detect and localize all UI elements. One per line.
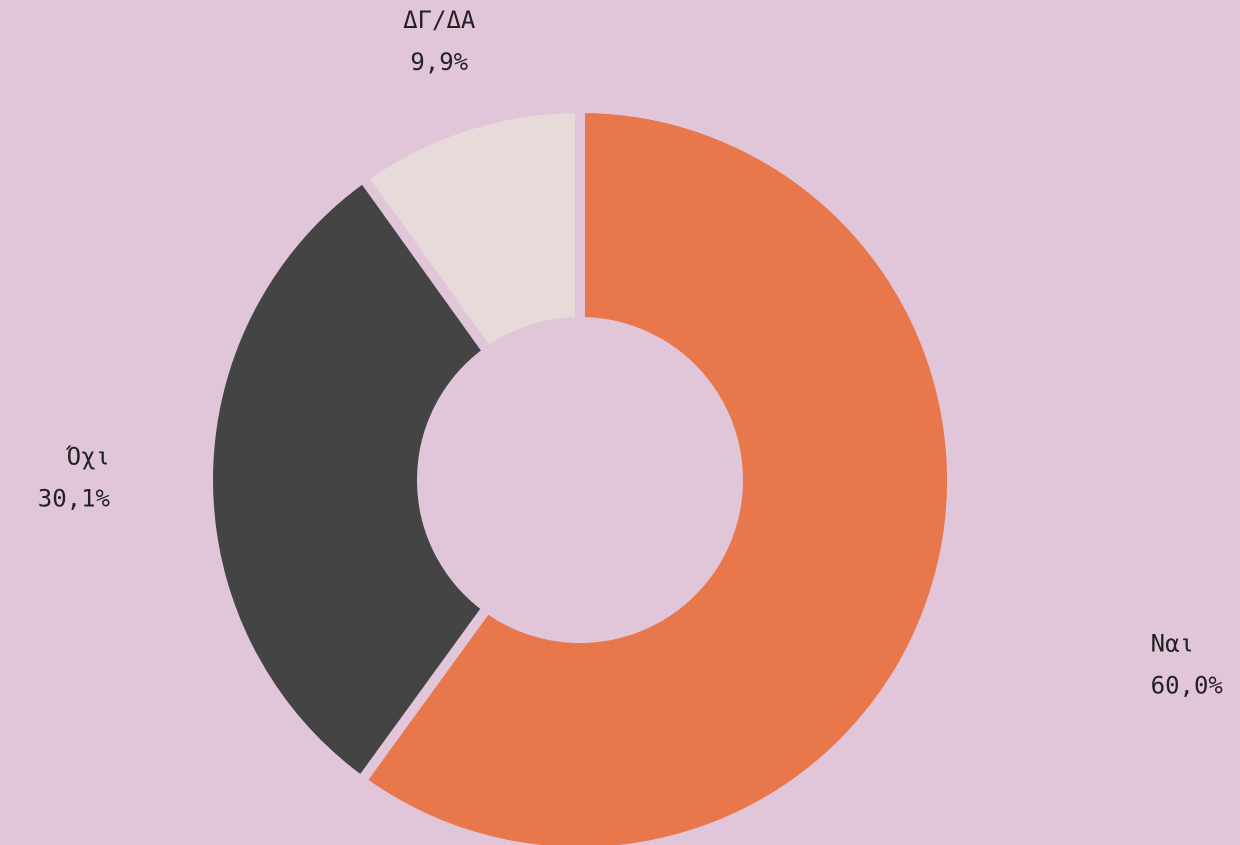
slice-label: Όχι — [66, 443, 110, 471]
donut-slice — [356, 102, 585, 359]
slice-value-label: 60,0% — [1151, 671, 1224, 699]
donut-slice — [354, 102, 957, 845]
slice-value-label: 30,1% — [38, 485, 111, 513]
slice-label: ΔΓ/ΔΑ — [403, 6, 476, 34]
slice-value-label: 9,9% — [410, 48, 468, 76]
slice-label: Ναι — [1151, 629, 1194, 657]
donut-slice — [203, 170, 495, 788]
